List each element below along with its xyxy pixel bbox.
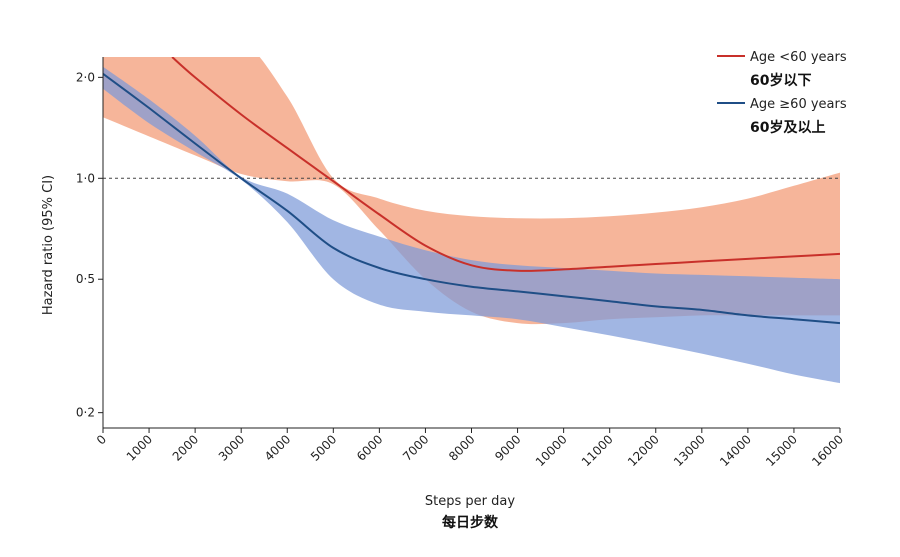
x-tick-label-12000: 12000 (625, 432, 662, 469)
x-tick-label-11000: 11000 (579, 432, 616, 469)
x-tick-label-4000: 4000 (262, 432, 293, 463)
y-axis-title: Hazard ratio (95% CI) (41, 175, 56, 315)
x-tick-label-6000: 6000 (354, 432, 385, 463)
x-tick-label-13000: 13000 (671, 432, 708, 469)
x-tick-label-0: 0 (94, 432, 109, 447)
series-line-1 (171, 57, 840, 272)
legend-label-under-60-cn: 60岁以下 (750, 72, 811, 89)
x-tick-label-5000: 5000 (308, 432, 339, 463)
confidence-bands (103, 57, 840, 384)
ci-band-series-1 (103, 57, 840, 325)
axes (98, 57, 841, 433)
legend-label-under-60: Age <60 years (750, 50, 847, 65)
x-tick-label-3000: 3000 (216, 432, 247, 463)
legend: Age <60 years 60岁以下 Age ≥60 years 60岁及以上 (717, 50, 847, 136)
x-axis-title: Steps per day (425, 494, 515, 509)
x-tick-labels: 0 1000 2000 3000 4000 5000 6000 7000 8000 9000 100… (94, 432, 846, 469)
legend-label-60-plus-cn: 60岁及以上 (750, 119, 825, 136)
y-tick-label-3: 2·0 (76, 70, 95, 84)
legend-label-60-plus: Age ≥60 years (750, 97, 847, 112)
series-lines (103, 57, 840, 325)
x-tick-label-16000: 16000 (809, 432, 846, 469)
y-tick-label-1: 0·5 (76, 272, 95, 286)
y-tick-label-0: 0·2 (76, 406, 95, 420)
x-axis-title-cn: 每日步数 (442, 514, 499, 531)
x-tick-label-10000: 10000 (533, 432, 570, 469)
x-tick-label-9000: 9000 (492, 432, 523, 463)
x-tick-label-14000: 14000 (717, 432, 754, 469)
x-tick-label-1000: 1000 (124, 432, 155, 463)
y-tick-labels: 0·2 0·5 1·0 2·0 (76, 70, 95, 419)
y-tick-label-2: 1·0 (76, 171, 95, 185)
x-tick-label-2000: 2000 (170, 432, 201, 463)
x-tick-label-15000: 15000 (763, 432, 800, 469)
ci-band-series-2 (103, 66, 840, 384)
x-tick-label-8000: 8000 (446, 432, 477, 463)
x-tick-label-7000: 7000 (400, 432, 431, 463)
series-line-2 (103, 72, 840, 325)
